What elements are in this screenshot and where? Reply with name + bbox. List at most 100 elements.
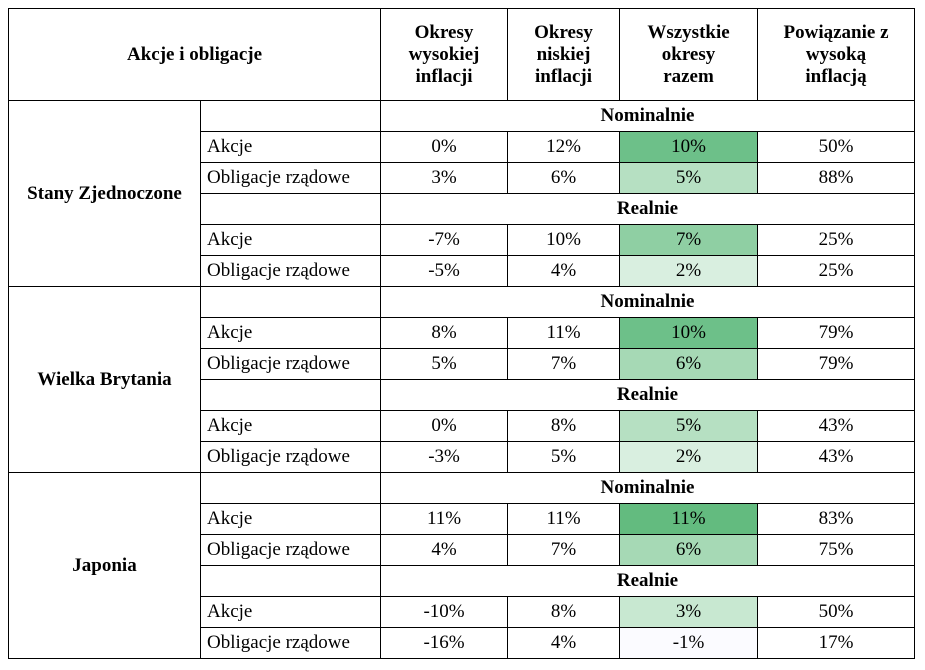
value-cell: 7% bbox=[507, 534, 621, 566]
data-row: Akcje 8% 11% 10% 79% bbox=[9, 317, 916, 349]
value-cell: -3% bbox=[380, 441, 509, 473]
empty-cell bbox=[199, 100, 382, 132]
header-row: Akcje i obligacje Okresy wysokiej inflacji… bbox=[7, 8, 916, 101]
value-cell: 4% bbox=[380, 534, 509, 566]
row-label: Akcje bbox=[199, 596, 382, 628]
section-row: Stany Zjednoczone Nominalnie bbox=[8, 100, 916, 287]
value-cell: 79% bbox=[757, 348, 916, 380]
header-line: Powiązanie z bbox=[783, 21, 889, 43]
column-header: Powiązanie z wysoką inflacją bbox=[757, 8, 916, 101]
value-cell: 7% bbox=[619, 224, 759, 256]
table: Akcje i obligacje Okresy wysokiej inflacji… bbox=[7, 8, 916, 659]
header-line: Okresy bbox=[534, 21, 593, 43]
value-cell: 75% bbox=[757, 534, 916, 566]
column-header: Wszystkie okresy razem bbox=[619, 8, 759, 101]
value-cell: 4% bbox=[507, 627, 621, 659]
row-label: Akcje bbox=[199, 503, 382, 535]
empty-cell bbox=[199, 379, 382, 411]
value-cell: 3% bbox=[380, 162, 509, 194]
value-cell: 5% bbox=[619, 410, 759, 442]
value-cell: 5% bbox=[507, 441, 621, 473]
header-line: inflacji bbox=[535, 65, 593, 87]
empty-cell bbox=[199, 193, 382, 225]
value-cell: 17% bbox=[757, 627, 916, 659]
section-label: Nominalnie bbox=[380, 286, 916, 318]
value-cell: 6% bbox=[619, 348, 759, 380]
row-label: Obligacje rządowe bbox=[199, 627, 382, 659]
value-cell: 10% bbox=[619, 317, 759, 349]
header-line: Wszystkie bbox=[647, 21, 730, 43]
group-name: Wielka Brytania bbox=[8, 286, 201, 473]
value-cell: 12% bbox=[507, 131, 621, 163]
data-row: Obligacje rządowe -5% 4% 2% 25% bbox=[9, 255, 916, 287]
value-cell: 0% bbox=[380, 131, 509, 163]
value-cell: 2% bbox=[619, 255, 759, 287]
row-label: Obligacje rządowe bbox=[199, 534, 382, 566]
value-cell: 0% bbox=[380, 410, 509, 442]
value-cell: -5% bbox=[380, 255, 509, 287]
section-row: Realnie bbox=[9, 193, 916, 225]
empty-cell bbox=[199, 286, 382, 318]
value-cell: 8% bbox=[380, 317, 509, 349]
value-cell: 88% bbox=[757, 162, 916, 194]
value-cell: 43% bbox=[757, 441, 916, 473]
header-title: Akcje i obligacje bbox=[7, 8, 382, 101]
header-line: niskiej bbox=[536, 43, 591, 65]
data-row: Akcje -10% 8% 3% 50% bbox=[9, 596, 916, 628]
data-row: Akcje 11% 11% 11% 83% bbox=[9, 503, 916, 535]
data-row: Akcje -7% 10% 7% 25% bbox=[9, 224, 916, 256]
value-cell: 79% bbox=[757, 317, 916, 349]
row-label: Obligacje rządowe bbox=[199, 348, 382, 380]
value-cell: 5% bbox=[619, 162, 759, 194]
value-cell: 50% bbox=[757, 596, 916, 628]
data-row: Obligacje rządowe 3% 6% 5% 88% bbox=[9, 162, 916, 194]
value-cell: 5% bbox=[380, 348, 509, 380]
row-label: Akcje bbox=[199, 410, 382, 442]
value-cell: 4% bbox=[507, 255, 621, 287]
value-cell: 25% bbox=[757, 224, 916, 256]
header-line: inflacją bbox=[805, 65, 867, 87]
value-cell: 10% bbox=[507, 224, 621, 256]
row-label: Akcje bbox=[199, 131, 382, 163]
value-cell: 50% bbox=[757, 131, 916, 163]
row-label: Obligacje rządowe bbox=[199, 162, 382, 194]
group-name: Stany Zjednoczone bbox=[8, 100, 201, 287]
value-cell: 2% bbox=[619, 441, 759, 473]
header-line: razem bbox=[663, 65, 714, 87]
value-cell: 8% bbox=[507, 596, 621, 628]
section-label: Nominalnie bbox=[380, 100, 916, 132]
value-cell: -16% bbox=[380, 627, 509, 659]
value-cell: 25% bbox=[757, 255, 916, 287]
value-cell: 6% bbox=[507, 162, 621, 194]
value-cell: 6% bbox=[619, 534, 759, 566]
section-label: Realnie bbox=[380, 193, 916, 225]
section-row: Japonia Nominalnie bbox=[8, 472, 916, 659]
data-row: Obligacje rządowe 5% 7% 6% 79% bbox=[9, 348, 916, 380]
value-cell: 11% bbox=[507, 503, 621, 535]
data-row: Obligacje rządowe -3% 5% 2% 43% bbox=[9, 441, 916, 473]
column-header: Okresy wysokiej inflacji bbox=[380, 8, 509, 101]
header-line: inflacji bbox=[415, 65, 473, 87]
value-cell: 43% bbox=[757, 410, 916, 442]
value-cell: -7% bbox=[380, 224, 509, 256]
data-row: Obligacje rządowe -16% 4% -1% 17% bbox=[9, 627, 916, 659]
value-cell: -10% bbox=[380, 596, 509, 628]
header-line: wysokiej bbox=[408, 43, 480, 65]
section-label: Realnie bbox=[380, 379, 916, 411]
group-name: Japonia bbox=[8, 472, 201, 659]
value-cell: 10% bbox=[619, 131, 759, 163]
value-cell: 7% bbox=[507, 348, 621, 380]
empty-cell bbox=[199, 472, 382, 504]
row-label: Obligacje rządowe bbox=[199, 441, 382, 473]
value-cell: 11% bbox=[380, 503, 509, 535]
row-label: Akcje bbox=[199, 224, 382, 256]
data-row: Akcje 0% 8% 5% 43% bbox=[9, 410, 916, 442]
row-label: Akcje bbox=[199, 317, 382, 349]
value-cell: 3% bbox=[619, 596, 759, 628]
page: Akcje i obligacje Okresy wysokiej inflacji… bbox=[7, 8, 916, 659]
section-label: Realnie bbox=[380, 565, 916, 597]
section-row: Realnie bbox=[9, 565, 916, 597]
data-row: Akcje 0% 12% 10% 50% bbox=[9, 131, 916, 163]
header-line: Okresy bbox=[414, 21, 474, 43]
table-body: Stany Zjednoczone Nominalnie Akcje 0% 12% 10%… bbox=[8, 100, 916, 659]
